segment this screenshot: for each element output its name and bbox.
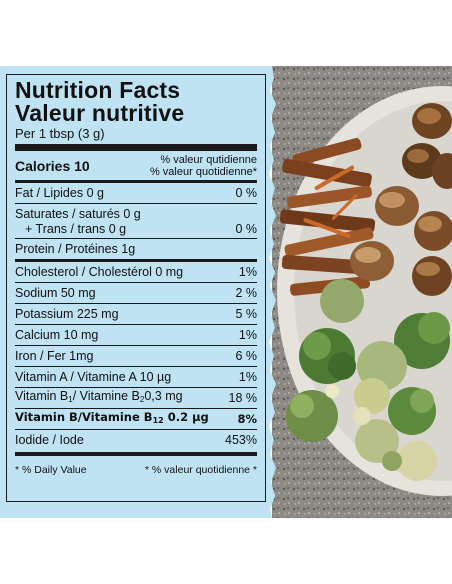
title-english: Nutrition Facts: [15, 77, 181, 103]
iodide-label: Iodide / Iode: [15, 432, 84, 447]
footnote: * % Daily Value * % valeur quotidienne *: [15, 456, 257, 476]
trans-dv: 0 %: [235, 222, 257, 236]
food-plate-photo: [272, 66, 452, 518]
nutrition-label-panel: Nutrition Facts Valeur nutritive Per 1 t…: [0, 66, 280, 518]
vitamin-b1-row: Vitamin B1/ Vitamine B20,3 mg 18 %: [15, 388, 257, 408]
dv-header-line-2: % valeur quotidienne*: [149, 166, 257, 178]
vitamin-b1-dv: 18 %: [228, 390, 258, 405]
divider-thin: [15, 324, 257, 325]
sodium-dv: 2 %: [235, 285, 257, 300]
trans-row: + Trans / trans 0 g 0 %: [15, 222, 257, 237]
saturates-trans-block: Saturates / saturés 0 g + Trans / trans …: [15, 204, 257, 238]
protein-label: Protein / Protéines 1g: [15, 241, 136, 256]
divider-thin: [15, 303, 257, 304]
fat-dv: 0 %: [235, 185, 257, 200]
nutrition-facts-table: Nutrition Facts Valeur nutritive Per 1 t…: [6, 74, 266, 502]
divider-thick: [15, 144, 257, 151]
vitamin-b12-dv: 8%: [237, 411, 257, 426]
divider-thin: [15, 203, 257, 204]
divider-bottom: [15, 452, 257, 456]
serving-size: Per 1 tbsp (3 g): [15, 126, 105, 141]
fat-label: Fat / Lipides 0 g: [15, 185, 104, 200]
cholesterol-label: Cholesterol / Cholestérol 0 mg: [15, 264, 184, 279]
divider-thin: [15, 408, 257, 409]
cholesterol-dv: 1%: [238, 264, 257, 279]
vitamin-a-label: Vitamin A / Vitamine A 10 µg: [15, 369, 172, 384]
vitamin-b12-text-a: Vitamin B/Vitamine B: [15, 410, 153, 424]
vitamin-b12-sub: 12: [152, 416, 164, 425]
vitamin-b1-text-b: / Vitamine B: [72, 389, 140, 403]
vitamin-a-dv: 1%: [238, 369, 257, 384]
vitamin-b1-sub-a: 1: [68, 395, 73, 404]
saturates-label: Saturates / saturés 0 g: [15, 207, 141, 221]
calcium-dv: 1%: [238, 327, 257, 342]
calories-row: Calories 10 % valeur qutidienne % valeur…: [15, 151, 257, 180]
iron-label: Iron / Fer 1mg: [15, 348, 94, 363]
footnote-french: * % valeur quotidienne *: [144, 464, 257, 476]
vitamin-b12-label: Vitamin B/Vitamine B12 0.2 µg: [15, 410, 209, 428]
divider-thin: [15, 282, 257, 283]
divider-thin: [15, 429, 257, 430]
divider-medium: [15, 180, 257, 183]
potassium-label: Potassium 225 mg: [15, 306, 119, 321]
vitamin-b12-row: Vitamin B/Vitamine B12 0.2 µg 8%: [15, 409, 257, 429]
cholesterol-row: Cholesterol / Cholestérol 0 mg 1%: [15, 262, 257, 282]
title-french: Valeur nutritive: [15, 100, 185, 126]
iodide-row: Iodide / Iode 453%: [15, 430, 257, 450]
calories-label: Calories 10: [15, 157, 90, 174]
vitamin-b1-sub-b: 2: [139, 395, 145, 404]
footnote-english: * % Daily Value: [15, 464, 87, 476]
vitamin-b1-label: Vitamin B1/ Vitamine B20,3 mg: [15, 389, 183, 407]
calcium-label: Calcium 10 mg: [15, 327, 99, 342]
dv-header-line-1: % valeur qutidienne: [160, 154, 257, 166]
iron-dv: 6 %: [235, 348, 257, 363]
divider-thin: [15, 366, 257, 367]
divider-thin: [15, 387, 257, 388]
vitamin-b12-text-b: 0.2 µg: [163, 410, 209, 424]
potassium-row: Potassium 225 mg 5 %: [15, 304, 257, 324]
trans-label: + Trans / trans 0 g: [25, 222, 127, 236]
fat-row: Fat / Lipides 0 g 0 %: [15, 183, 257, 203]
vitamin-b1-text-a: Vitamin B: [15, 389, 69, 403]
potassium-dv: 5 %: [235, 306, 257, 321]
iron-row: Iron / Fer 1mg 6 %: [15, 346, 257, 366]
divider-medium: [15, 259, 257, 262]
iodide-dv: 453%: [225, 432, 257, 447]
sodium-row: Sodium 50 mg 2 %: [15, 283, 257, 303]
protein-row: Protein / Protéines 1g: [15, 239, 257, 259]
calcium-row: Calcium 10 mg 1%: [15, 325, 257, 345]
vitamin-a-row: Vitamin A / Vitamine A 10 µg 1%: [15, 367, 257, 387]
sodium-label: Sodium 50 mg: [15, 285, 96, 300]
daily-value-header: % valeur qutidienne % valeur quotidienne…: [150, 154, 257, 178]
divider-thin: [15, 238, 257, 239]
divider-thin: [15, 345, 257, 346]
vitamin-b1-text-c: 0,3 mg: [144, 389, 183, 403]
